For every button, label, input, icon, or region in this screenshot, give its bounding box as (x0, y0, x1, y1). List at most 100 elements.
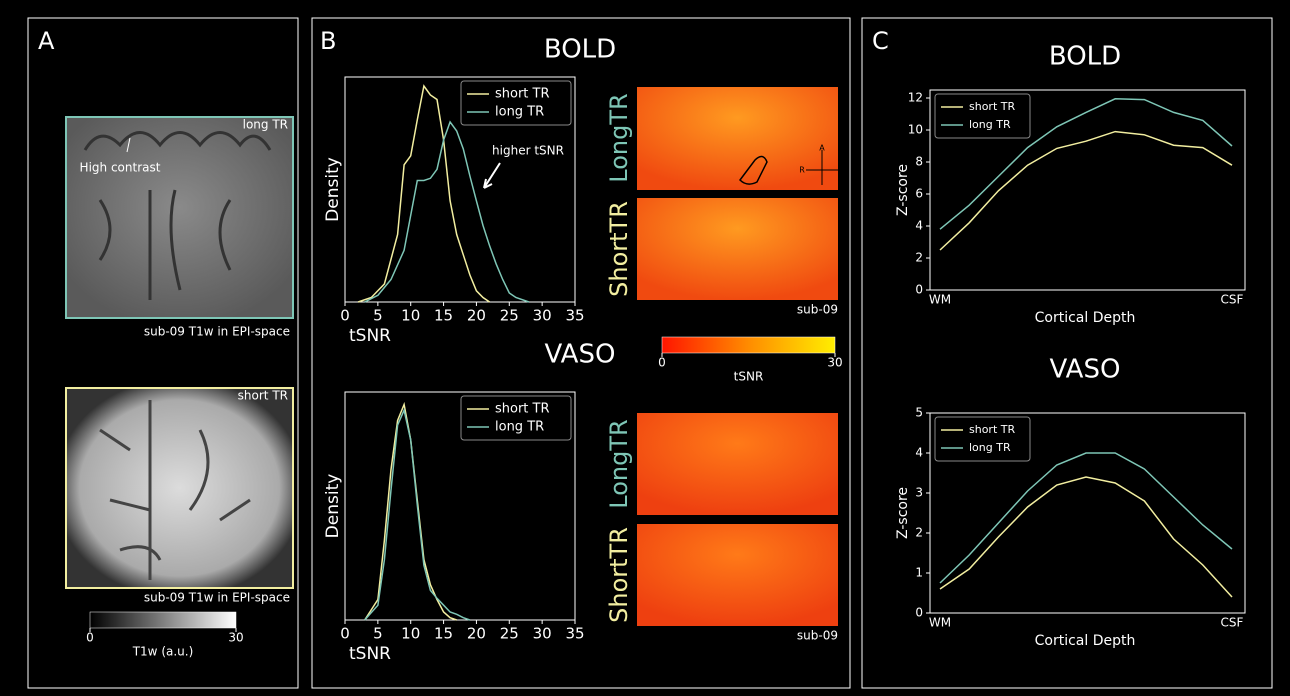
legend-label: short TR (969, 100, 1015, 113)
y-tick-label: 4 (915, 446, 923, 460)
panel-label: A (38, 27, 55, 55)
tsnr-map (637, 524, 838, 626)
panel-frame (311, 17, 851, 689)
x-tick-label: 25 (500, 625, 519, 643)
legend-box (460, 395, 572, 441)
colorbar-tick-label: 0 (658, 356, 666, 370)
legend-label: long TR (495, 105, 544, 120)
series-line (939, 476, 1233, 598)
colorbar (89, 611, 237, 629)
y-tick-label: 4 (915, 219, 923, 233)
annotation-arrow (126, 137, 131, 153)
plot-frame (344, 391, 576, 621)
x-tick-label: 35 (565, 307, 584, 325)
legend-label: short TR (495, 87, 550, 102)
x-tick-label: WM (929, 616, 951, 630)
t1w-texture (99, 400, 251, 580)
y-tick-label: 2 (915, 526, 923, 540)
x-tick-label: 0 (340, 625, 350, 643)
legend-label: long TR (969, 441, 1011, 454)
y-tick-label: 6 (915, 187, 923, 201)
colorbar-label: T1w (a.u.) (132, 645, 194, 659)
x-tick-label: 25 (500, 307, 519, 325)
plot-frame (929, 89, 1246, 291)
x-tick-label: 10 (401, 307, 420, 325)
x-tick-label: 20 (467, 625, 486, 643)
series-line (364, 407, 471, 621)
legend-label: short TR (969, 423, 1015, 436)
y-tick-label: 5 (915, 406, 923, 420)
legend-box (934, 416, 1031, 462)
legend-label: long TR (495, 420, 544, 435)
chart-title: VASO (545, 340, 616, 370)
legend-box (934, 93, 1031, 139)
row-label: LongTR (605, 93, 633, 182)
colorbar (661, 336, 836, 354)
annotation: higher tSNR (492, 144, 564, 158)
tsnr-map (637, 198, 838, 300)
tsnr-map (637, 87, 838, 190)
y-tick-label: 2 (915, 251, 923, 265)
series-line (364, 120, 530, 303)
legend-label: short TR (495, 402, 550, 417)
colorbar-tick-label: 0 (86, 631, 94, 645)
series-line (939, 130, 1233, 251)
panel-frame (861, 17, 1273, 689)
image-caption: sub-09 T1w in EPI-space (144, 325, 290, 339)
y-axis-label: Density (323, 474, 343, 539)
x-axis-label: Cortical Depth (1035, 310, 1136, 326)
annotation-arrow (483, 162, 501, 189)
x-tick-label: 5 (373, 307, 383, 325)
row-label: LongTR (605, 419, 633, 508)
y-tick-label: 12 (908, 91, 923, 105)
x-axis-label: tSNR (349, 326, 391, 346)
colorbar-tick-label: 30 (827, 356, 842, 370)
colorbar-label: tSNR (734, 370, 764, 384)
panel-label: B (320, 27, 336, 55)
y-axis-label: Density (323, 157, 343, 222)
chart-title: BOLD (1049, 42, 1121, 72)
series-line (939, 452, 1233, 584)
image-caption: sub-09 (797, 303, 838, 317)
legend-label: long TR (969, 118, 1011, 131)
x-tick-label: 15 (434, 307, 453, 325)
y-axis-label: Z-score (895, 487, 911, 539)
chart-title: BOLD (544, 35, 616, 65)
x-tick-label: 10 (401, 625, 420, 643)
y-tick-label: 10 (908, 123, 923, 137)
row-label: ShortTR (605, 201, 633, 297)
x-tick-label: CSF (1221, 616, 1244, 630)
x-tick-label: 5 (373, 625, 383, 643)
x-tick-label: CSF (1221, 293, 1244, 307)
image-caption: sub-09 (797, 629, 838, 643)
x-axis-label: Cortical Depth (1035, 633, 1136, 649)
x-tick-label: 30 (533, 307, 552, 325)
x-axis-label: tSNR (349, 644, 391, 664)
y-tick-label: 0 (915, 606, 923, 620)
row-label: ShortTR (605, 527, 633, 623)
y-tick-label: 0 (915, 283, 923, 297)
panel-label: C (872, 27, 889, 55)
t1w-image (65, 387, 294, 589)
y-tick-label: 8 (915, 155, 923, 169)
x-tick-label: 20 (467, 307, 486, 325)
y-tick-label: 1 (915, 566, 923, 580)
plot-frame (929, 412, 1246, 614)
roi-outline (739, 155, 768, 185)
image-tag: long TR (243, 118, 288, 132)
x-tick-label: 35 (565, 625, 584, 643)
x-tick-label: 0 (340, 307, 350, 325)
annotation: High contrast (80, 161, 161, 175)
tsnr-map (637, 413, 838, 515)
chart-title: VASO (1050, 355, 1121, 385)
colorbar-tick-label: 30 (228, 631, 243, 645)
image-caption: sub-09 T1w in EPI-space (144, 591, 290, 605)
legend-box (460, 80, 572, 126)
orientation-label: R (799, 166, 805, 175)
x-tick-label: WM (929, 293, 951, 307)
image-tag: short TR (238, 389, 288, 403)
series-line (939, 98, 1233, 230)
y-tick-label: 3 (915, 486, 923, 500)
series-line (357, 84, 491, 303)
